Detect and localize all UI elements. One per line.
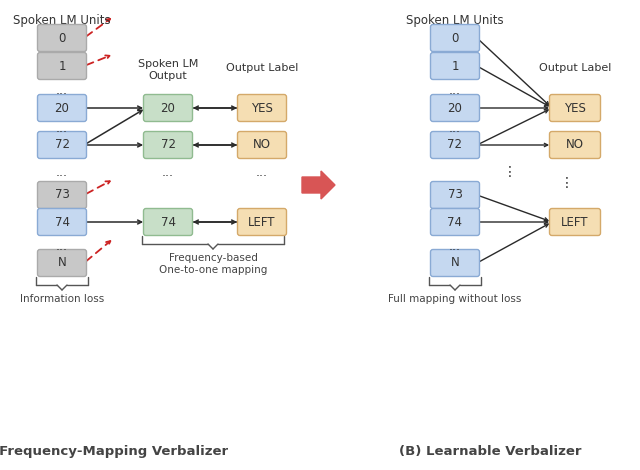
Text: 1: 1 — [451, 60, 459, 72]
FancyBboxPatch shape — [38, 132, 86, 158]
FancyBboxPatch shape — [431, 94, 479, 122]
Text: LEFT: LEFT — [248, 216, 276, 228]
FancyBboxPatch shape — [38, 181, 86, 209]
Text: 72: 72 — [161, 139, 175, 151]
Text: Output Label: Output Label — [539, 63, 611, 73]
FancyBboxPatch shape — [143, 132, 193, 158]
Text: ...: ... — [449, 84, 461, 96]
Text: NO: NO — [566, 139, 584, 151]
FancyBboxPatch shape — [431, 53, 479, 79]
FancyBboxPatch shape — [431, 250, 479, 276]
Text: N: N — [58, 257, 67, 269]
Text: Full mapping without loss: Full mapping without loss — [388, 294, 522, 304]
FancyArrow shape — [302, 171, 335, 199]
Text: ...: ... — [449, 240, 461, 252]
Text: NO: NO — [253, 139, 271, 151]
Text: Spoken LM Units: Spoken LM Units — [406, 14, 504, 27]
Text: ⋮: ⋮ — [503, 165, 517, 179]
Text: 0: 0 — [451, 31, 459, 45]
Text: (A) Frequency-Mapping Verbalizer: (A) Frequency-Mapping Verbalizer — [0, 445, 228, 458]
Text: 0: 0 — [58, 31, 66, 45]
Text: ⋮: ⋮ — [560, 177, 574, 190]
FancyBboxPatch shape — [143, 209, 193, 235]
Text: Frequency-based
One-to-one mapping: Frequency-based One-to-one mapping — [159, 253, 267, 275]
Text: ...: ... — [256, 165, 268, 179]
FancyBboxPatch shape — [143, 94, 193, 122]
FancyBboxPatch shape — [431, 181, 479, 209]
FancyBboxPatch shape — [38, 53, 86, 79]
FancyBboxPatch shape — [550, 94, 600, 122]
Text: Spoken LM Units: Spoken LM Units — [13, 14, 111, 27]
FancyBboxPatch shape — [237, 94, 287, 122]
Text: 72: 72 — [54, 139, 70, 151]
Text: ...: ... — [56, 84, 68, 96]
FancyBboxPatch shape — [550, 209, 600, 235]
Text: 20: 20 — [54, 102, 69, 115]
FancyBboxPatch shape — [431, 209, 479, 235]
Text: 73: 73 — [447, 188, 463, 202]
Text: LEFT: LEFT — [561, 216, 589, 228]
Text: ...: ... — [56, 240, 68, 252]
Text: ...: ... — [56, 122, 68, 134]
Text: 74: 74 — [447, 216, 463, 228]
Text: 20: 20 — [161, 102, 175, 115]
Text: 20: 20 — [447, 102, 463, 115]
Text: YES: YES — [251, 102, 273, 115]
Text: Output Label: Output Label — [226, 63, 298, 73]
Text: Spoken LM
Output: Spoken LM Output — [138, 59, 198, 81]
Text: Information loss: Information loss — [20, 294, 104, 304]
FancyBboxPatch shape — [237, 132, 287, 158]
Text: (B) Learnable Verbalizer: (B) Learnable Verbalizer — [399, 445, 581, 458]
Text: 73: 73 — [54, 188, 69, 202]
Text: 74: 74 — [54, 216, 70, 228]
Text: ...: ... — [56, 165, 68, 179]
Text: YES: YES — [564, 102, 586, 115]
Text: 72: 72 — [447, 139, 463, 151]
Text: 1: 1 — [58, 60, 66, 72]
FancyBboxPatch shape — [431, 24, 479, 52]
FancyBboxPatch shape — [237, 209, 287, 235]
FancyBboxPatch shape — [550, 132, 600, 158]
FancyBboxPatch shape — [431, 132, 479, 158]
FancyBboxPatch shape — [38, 24, 86, 52]
Text: 74: 74 — [161, 216, 175, 228]
FancyBboxPatch shape — [38, 94, 86, 122]
Text: ...: ... — [449, 122, 461, 134]
FancyBboxPatch shape — [38, 209, 86, 235]
Text: N: N — [451, 257, 460, 269]
FancyBboxPatch shape — [38, 250, 86, 276]
Text: ...: ... — [162, 165, 174, 179]
